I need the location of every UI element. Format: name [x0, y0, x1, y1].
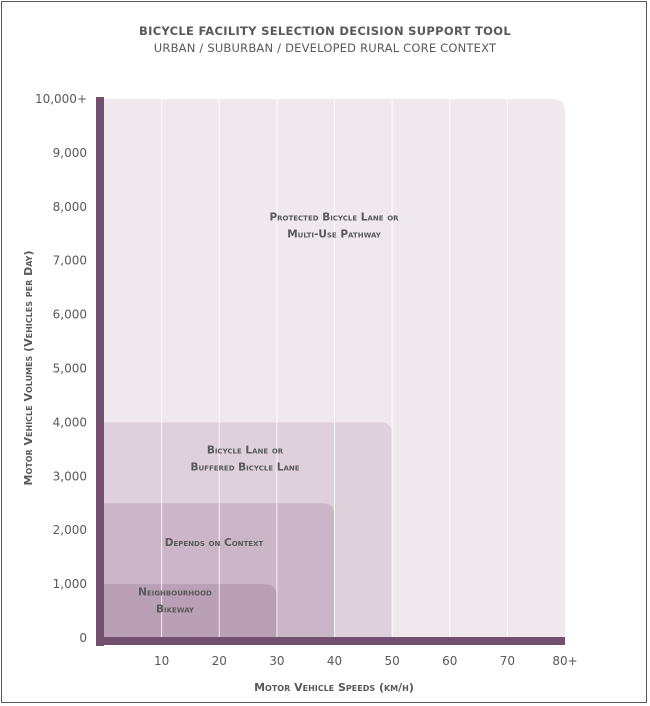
- x-tick-label: 30: [269, 654, 284, 668]
- ticks-layer: 0 1,000 2,000 3,000 4,000 5,000 6,000 7,000 8,00…: [35, 92, 578, 668]
- chart-title: Bicycle Facility Selection Decision Supp…: [139, 24, 511, 38]
- zone-label: Multi-Use Pathway: [287, 229, 382, 241]
- y-tick-label: 8,000: [53, 200, 87, 214]
- zone-neighbourhood-bikeway: [104, 584, 277, 638]
- x-axis-title: Motor Vehicle Speeds (km/h): [254, 681, 414, 694]
- y-tick-label: 6,000: [53, 308, 87, 322]
- y-axis-line: [96, 97, 104, 646]
- x-axis-line: [96, 637, 565, 645]
- zone-labels-layer: Protected Bicycle Lane or Multi-Use Pathw…: [138, 212, 399, 616]
- chart-subtitle: URBAN / SUBURBAN / DEVELOPED RURAL CORE …: [153, 41, 497, 55]
- y-axis-title: Motor Vehicle Volumes (Vehicles per Day): [22, 251, 35, 486]
- zone-label: Depends on Context: [165, 537, 264, 549]
- y-tick-label: 9,000: [53, 146, 87, 160]
- axes-layer: [96, 97, 565, 646]
- x-tick-label: 40: [327, 654, 342, 668]
- x-tick-label: 10: [154, 654, 169, 668]
- y-tick-label: 7,000: [53, 254, 87, 268]
- x-tick-label: 60: [442, 654, 457, 668]
- zone-label: Buffered Bicycle Lane: [190, 462, 299, 474]
- y-tick-label: 2,000: [53, 523, 87, 537]
- x-tick-label: 80+: [552, 654, 577, 668]
- y-tick-label: 3,000: [53, 469, 87, 483]
- grid-layer: [161, 99, 508, 638]
- y-tick-label: 1,000: [53, 577, 87, 591]
- x-tick-label: 20: [212, 654, 227, 668]
- y-tick-label: 10,000+: [35, 92, 87, 106]
- x-tick-label: 70: [500, 654, 515, 668]
- zone-label: Bikeway: [156, 604, 195, 616]
- y-tick-label: 4,000: [53, 415, 87, 429]
- y-tick-label: 5,000: [53, 362, 87, 376]
- x-tick-label: 50: [384, 654, 399, 668]
- y-tick-label: 0: [79, 631, 87, 645]
- zone-label: Bicycle Lane or: [207, 445, 284, 457]
- zone-label: Protected Bicycle Lane or: [269, 212, 399, 224]
- zone-label: Neighbourhood: [138, 587, 212, 599]
